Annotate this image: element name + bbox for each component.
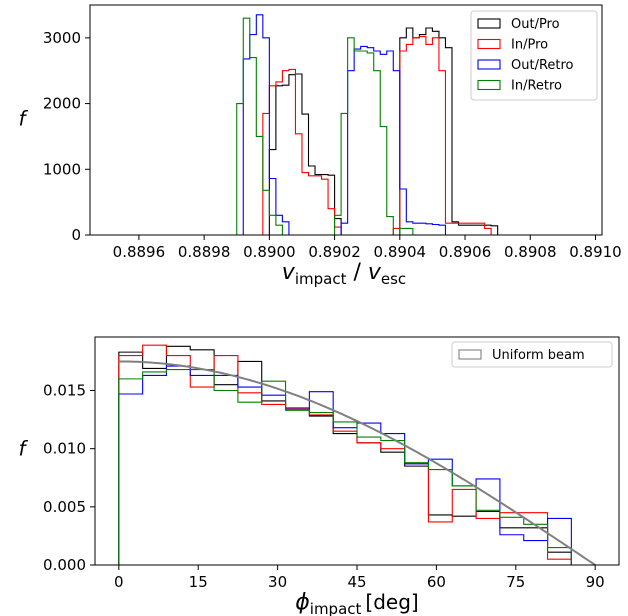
velocity-plot-ylabel: f: [18, 107, 28, 131]
x-tick-label: 60: [427, 573, 446, 591]
legend-box: [470, 10, 598, 101]
x-tick-label: 75: [506, 573, 525, 591]
y-tick-label: 0.015: [43, 382, 86, 400]
angle-plot-ylabel: f: [18, 437, 28, 461]
series-out-pro-histogram: [118, 345, 572, 565]
legend-swatch-in-pro: [477, 38, 501, 50]
angle-histogram-panel: 0 15 30 45 60 75 90 0.000 0.005 0.010 0.015 f ϕimp…: [18, 336, 620, 616]
uniform-beam-curve: [118, 360, 596, 566]
y-tick-label: 3000: [43, 29, 81, 47]
angle-legend: Uniform beam: [451, 341, 613, 368]
velocity-plot-frame: [89, 4, 603, 236]
y-tick-label: 2000: [43, 95, 81, 113]
legend-label-in-pro: In/Pro: [511, 38, 548, 53]
series-out-retro-histogram: [204, 14, 452, 236]
legend-label-out-retro: Out/Retro: [511, 58, 574, 73]
legend-swatch-out-retro: [477, 59, 501, 70]
x-tick-label: 90: [586, 573, 605, 591]
angle-histogram-series: [118, 344, 596, 566]
xlabel-v1: v: [282, 260, 296, 285]
legend-box: [451, 341, 613, 368]
legend-swatch-out-pro: [477, 18, 501, 29]
y-tick-label: 0: [71, 226, 81, 244]
velocity-axis-ticks: 0.8896 0.8898 0.8900 0.8902 0.8904 0.8906 0.89…: [43, 29, 622, 261]
xlabel-unit: [deg]: [365, 590, 418, 614]
y-tick-label: 0.010: [43, 440, 86, 458]
x-tick-label: 0: [114, 573, 124, 591]
x-tick-label: 30: [268, 573, 287, 591]
y-tick-label: 0.000: [43, 556, 86, 574]
xlabel-sub1: impact: [295, 270, 347, 288]
xlabel-sep: /: [346, 260, 367, 285]
velocity-plot-xlabel: vimpact / vesc: [282, 260, 406, 288]
x-tick-label: 0.8900: [243, 243, 296, 261]
x-tick-label: 0.8904: [374, 243, 427, 261]
x-tick-label: 0.8910: [569, 243, 622, 261]
legend-label-uniform-beam: Uniform beam: [492, 348, 585, 363]
legend-swatch-in-retro: [477, 79, 501, 91]
xlabel-phi-sub: impact: [310, 600, 362, 616]
xlabel-sub2: esc: [381, 270, 406, 288]
angle-axis-ticks: 0 15 30 45 60 75 90 0.000 0.005 0.010 0.015: [43, 382, 605, 591]
x-tick-label: 0.8898: [178, 243, 231, 261]
velocity-legend: Out/Pro In/Pro Out/Retro In/Retro: [470, 10, 598, 101]
x-tick-label: 0.8896: [113, 243, 166, 261]
angle-plot-xlabel: ϕimpact [deg]: [295, 590, 418, 616]
legend-swatch-uniform-beam: [458, 349, 482, 360]
xlabel-v2: v: [368, 260, 382, 285]
y-tick-label: 0.005: [43, 498, 86, 516]
velocity-histogram-panel: 0.8896 0.8898 0.8900 0.8902 0.8904 0.8906 0.89…: [18, 4, 622, 288]
x-tick-label: 0.8906: [439, 243, 492, 261]
x-tick-label: 0.8908: [504, 243, 557, 261]
xlabel-phi: ϕ: [295, 590, 310, 615]
x-tick-label: 45: [347, 573, 366, 591]
legend-label-in-retro: In/Retro: [511, 79, 562, 94]
x-tick-label: 0.8902: [308, 243, 361, 261]
legend-label-out-pro: Out/Pro: [511, 17, 560, 32]
y-tick-label: 1000: [43, 160, 81, 178]
x-tick-label: 15: [189, 573, 208, 591]
